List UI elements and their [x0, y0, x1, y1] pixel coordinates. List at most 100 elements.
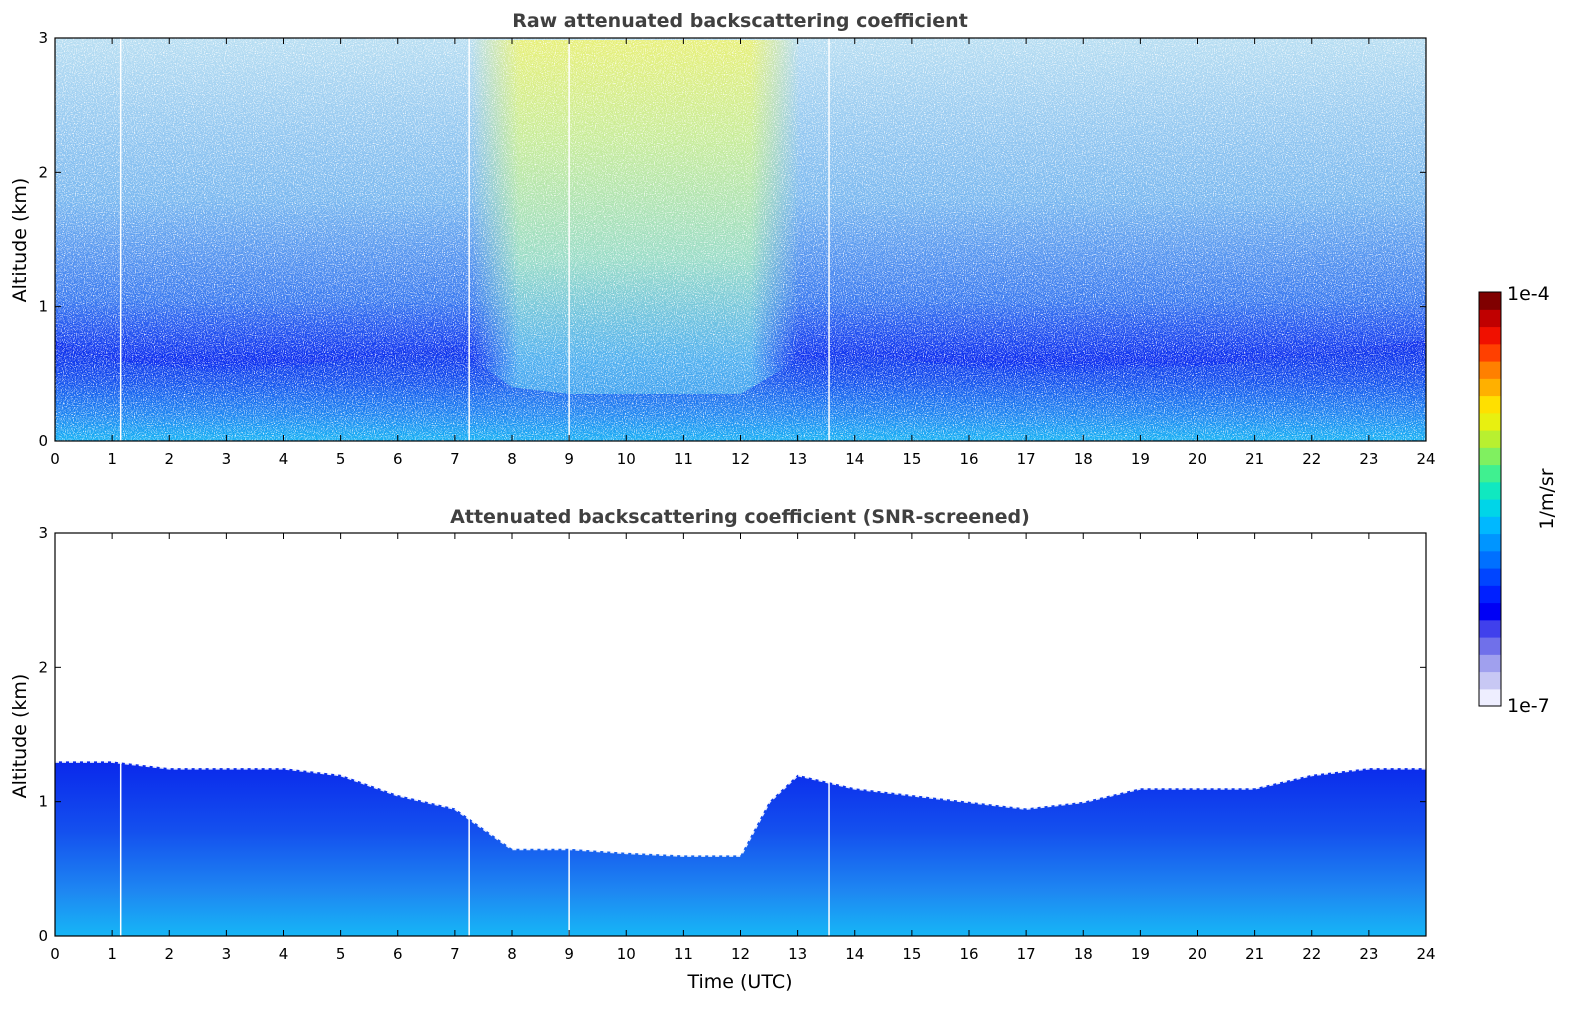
panel-screened-heatmap	[55, 533, 1426, 936]
colorbar-swatch	[1479, 343, 1501, 362]
x-tick-label: 20	[1188, 450, 1207, 468]
x-tick-label: 12	[731, 945, 750, 963]
colorbar-min-label: 1e-7	[1507, 695, 1550, 717]
x-tick-label: 2	[164, 450, 174, 468]
x-tick-label: 17	[1017, 945, 1036, 963]
colorbar-swatch	[1479, 326, 1501, 345]
panel-screened-x-axis: 0 1 2 3 4 5 6 7 8 9 10 11 12 13 14 15 16 17 18 19 20 21 22 23 24	[50, 533, 1436, 963]
x-tick-label: 5	[336, 945, 346, 963]
x-tick-label: 16	[959, 945, 978, 963]
x-tick-label: 24	[1416, 945, 1435, 963]
colorbar-swatch	[1479, 671, 1501, 690]
x-tick-label: 3	[222, 450, 232, 468]
x-tick-label: 23	[1359, 945, 1378, 963]
x-tick-label: 4	[279, 450, 289, 468]
screened-signal-region	[55, 761, 1426, 936]
colorbar-swatch	[1479, 309, 1501, 328]
x-tick-label: 7	[450, 450, 460, 468]
x-tick-label: 12	[731, 450, 750, 468]
screened-missing-data-lines	[119, 533, 830, 936]
x-tick-label: 21	[1245, 945, 1264, 963]
panel-raw-y-axis: 0 1 2 3	[38, 29, 1426, 450]
colorbar-swatch	[1479, 361, 1501, 379]
colorbar: 1e-4 1e-7 1/m/sr	[1478, 283, 1558, 717]
colorbar-swatch	[1479, 378, 1501, 397]
x-tick-label: 8	[507, 450, 517, 468]
x-tick-label: 22	[1302, 450, 1321, 468]
panel-screened: Attenuated backscattering coefficient (S…	[9, 506, 1436, 993]
colorbar-swatch	[1479, 533, 1501, 552]
colorbar-swatch	[1479, 499, 1501, 517]
panel-screened-xlabel: Time (UTC)	[686, 971, 792, 993]
colorbar-swatch	[1479, 447, 1501, 466]
colorbar-swatch	[1479, 516, 1501, 535]
x-tick-label: 13	[788, 450, 807, 468]
x-tick-label: 13	[788, 945, 807, 963]
panel-raw-ylabel: Altitude (km)	[9, 178, 31, 303]
colorbar-swatch	[1479, 619, 1501, 638]
panel-raw-heatmap	[55, 38, 1426, 441]
colorbar-swatch	[1479, 550, 1501, 569]
x-tick-label: 16	[959, 450, 978, 468]
y-tick-label: 3	[38, 524, 48, 542]
y-tick-label: 2	[38, 163, 48, 181]
x-tick-label: 10	[617, 945, 636, 963]
panel-screened-title: Attenuated backscattering coefficient (S…	[450, 506, 1030, 528]
colorbar-max-label: 1e-4	[1507, 283, 1550, 305]
y-tick-label: 3	[38, 29, 48, 47]
x-tick-label: 0	[50, 945, 60, 963]
x-tick-label: 21	[1245, 450, 1264, 468]
x-tick-label: 18	[1074, 450, 1093, 468]
colorbar-swatch	[1479, 481, 1501, 500]
x-tick-label: 7	[450, 945, 460, 963]
x-tick-label: 1	[107, 450, 117, 468]
colorbar-swatch	[1479, 688, 1501, 707]
colorbar-swatch	[1479, 292, 1501, 310]
x-tick-label: 4	[279, 945, 289, 963]
colorbar-swatch	[1479, 585, 1501, 604]
panel-raw: Raw attenuated backscattering coefficien…	[9, 10, 1436, 468]
panel-screened-ylabel: Altitude (km)	[9, 674, 31, 799]
y-tick-label: 1	[38, 793, 48, 811]
x-tick-label: 20	[1188, 945, 1207, 963]
x-tick-label: 17	[1017, 450, 1036, 468]
x-tick-label: 14	[845, 450, 864, 468]
x-tick-label: 11	[674, 450, 693, 468]
x-tick-label: 9	[564, 945, 574, 963]
y-tick-label: 1	[38, 298, 48, 316]
x-tick-label: 15	[902, 945, 921, 963]
x-tick-label: 14	[845, 945, 864, 963]
raw-missing-data-lines	[119, 38, 830, 441]
x-tick-label: 3	[222, 945, 232, 963]
colorbar-swatch	[1479, 464, 1501, 483]
colorbar-swatch	[1479, 602, 1501, 621]
x-tick-label: 1	[107, 945, 117, 963]
x-tick-label: 22	[1302, 945, 1321, 963]
x-tick-label: 24	[1416, 450, 1435, 468]
colorbar-swatch	[1479, 637, 1501, 655]
y-tick-label: 0	[38, 927, 48, 945]
x-tick-label: 18	[1074, 945, 1093, 963]
x-tick-label: 19	[1131, 945, 1150, 963]
raw-speckle	[55, 38, 1426, 441]
colorbar-frame	[1478, 291, 1502, 707]
y-tick-label: 0	[38, 432, 48, 450]
panel-screened-y-axis: 0 1 2 3	[38, 524, 1426, 945]
panel-raw-x-axis: 0 1 2 3 4 5 6 7 8 9 10 11 12 13 14 15 16 17 18 19 20 21 22 23 24	[50, 38, 1436, 468]
x-tick-label: 0	[50, 450, 60, 468]
x-tick-label: 11	[674, 945, 693, 963]
colorbar-label: 1/m/sr	[1536, 468, 1558, 529]
x-tick-label: 6	[393, 945, 403, 963]
y-tick-label: 2	[38, 658, 48, 676]
colorbar-swatch	[1479, 568, 1501, 586]
colorbar-swatch	[1479, 430, 1501, 448]
panel-raw-title: Raw attenuated backscattering coefficien…	[512, 10, 968, 32]
x-tick-label: 9	[564, 450, 574, 468]
x-tick-label: 15	[902, 450, 921, 468]
colorbar-swatches	[1479, 292, 1501, 707]
colorbar-swatch	[1479, 395, 1501, 414]
x-tick-label: 2	[164, 945, 174, 963]
x-tick-label: 10	[617, 450, 636, 468]
colorbar-swatch	[1479, 654, 1501, 673]
